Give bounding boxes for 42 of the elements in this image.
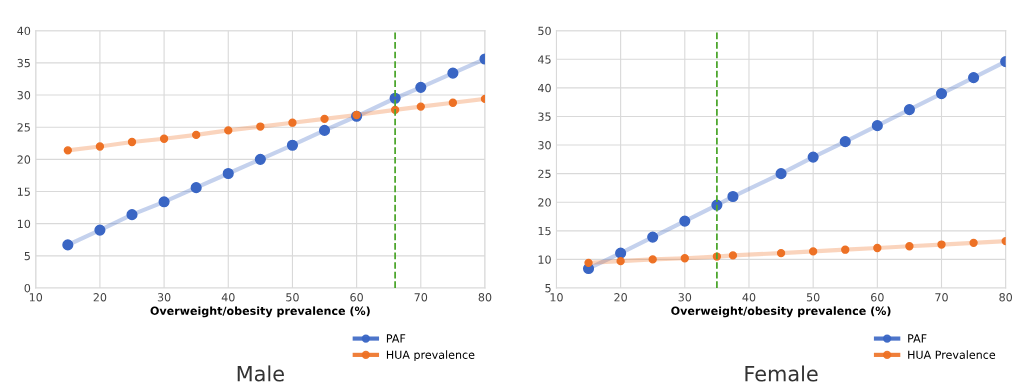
y-tick-label: 45 bbox=[537, 55, 551, 64]
x-axis-title: Overweight/obesity prevalence (%) bbox=[671, 306, 891, 318]
y-tick-label: 40 bbox=[537, 83, 551, 93]
y-tick-label: 35 bbox=[538, 112, 551, 121]
y-tick-label: 25 bbox=[538, 169, 551, 179]
legend-label: HUA prevalence bbox=[386, 350, 475, 362]
y-tick-label: 15 bbox=[538, 226, 551, 236]
y-tick-label: 20 bbox=[538, 198, 551, 207]
y-tick-label: 15 bbox=[17, 187, 30, 196]
y-tick-label: 40 bbox=[17, 26, 31, 36]
x-tick-label: 40 bbox=[742, 293, 756, 302]
x-tick-label: 20 bbox=[93, 293, 107, 302]
y-tick-label: 0 bbox=[24, 283, 31, 293]
x-axis-title: Overweight/obesity prevalence (%) bbox=[150, 306, 370, 318]
y-tick-label: 25 bbox=[17, 123, 30, 132]
y-tick-label: 5 bbox=[545, 284, 551, 293]
y-tick-label: 10 bbox=[538, 255, 551, 264]
x-tick-label: 20 bbox=[614, 293, 627, 302]
x-tick-label: 60 bbox=[871, 293, 884, 302]
text: Male bbox=[237, 365, 284, 382]
y-tick-label: 30 bbox=[17, 91, 31, 100]
y-tick-label: 30 bbox=[538, 141, 551, 150]
x-tick-label: 80 bbox=[999, 293, 1013, 302]
x-tick-label: 80 bbox=[478, 293, 492, 302]
y-tick-label: 10 bbox=[17, 219, 31, 229]
legend-label: PAF bbox=[386, 334, 406, 343]
x-tick-label: 50 bbox=[286, 293, 299, 302]
x-tick-label: 50 bbox=[806, 293, 820, 302]
y-tick-label: 5 bbox=[24, 251, 30, 261]
x-tick-label: 60 bbox=[350, 293, 363, 302]
y-tick-label: 35 bbox=[17, 58, 30, 68]
x-tick-label: 10 bbox=[550, 293, 563, 302]
x-tick-label: 70 bbox=[935, 293, 948, 302]
x-tick-label: 30 bbox=[157, 293, 171, 302]
legend-label: HUA Prevalence bbox=[908, 350, 996, 359]
x-tick-label: 40 bbox=[221, 293, 235, 302]
x-tick-label: 30 bbox=[678, 293, 692, 302]
legend-label: PAF bbox=[908, 334, 927, 343]
y-tick-label: 50 bbox=[538, 26, 551, 36]
text: Female bbox=[745, 365, 818, 382]
x-tick-label: 70 bbox=[414, 293, 428, 302]
y-tick-label: 20 bbox=[17, 155, 31, 164]
